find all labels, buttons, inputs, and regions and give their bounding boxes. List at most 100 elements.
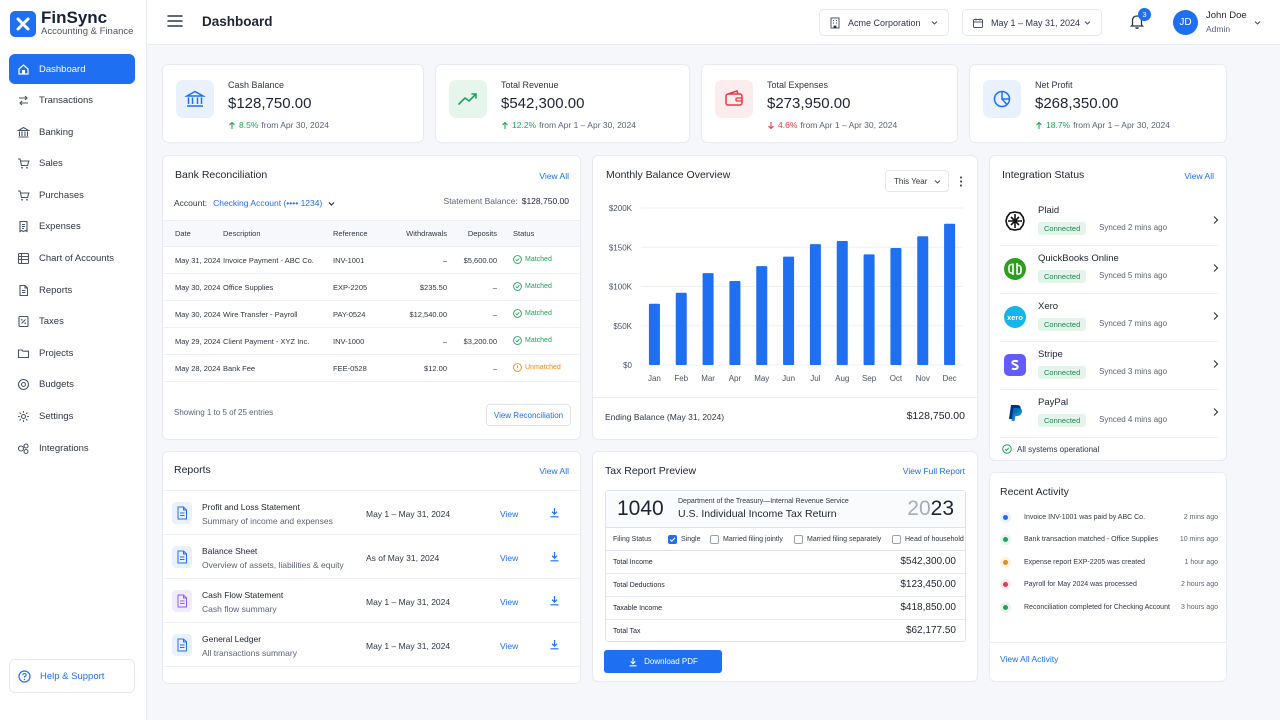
report-row[interactable]: Balance Sheet Overview of assets, liabili… (163, 535, 580, 579)
sidebar-item-projects[interactable]: Projects (9, 338, 135, 368)
table-row[interactable]: May 31, 2024 Invoice Payment - ABC Co. INV… (163, 246, 580, 274)
report-period: May 1 – May 31, 2024 (366, 509, 451, 519)
bar-aug[interactable] (836, 240, 848, 365)
menu-toggle-icon[interactable] (167, 14, 183, 28)
stat-card-net-profit[interactable]: Net Profit $268,350.00 18.7% from Apr 1 – A… (969, 64, 1227, 143)
user-role: Admin (1206, 24, 1231, 34)
filing-option-checkbox[interactable]: Married filing jointly (710, 535, 783, 544)
table-row[interactable]: May 30, 2024 Office Supplies EXP-2205 $235.… (163, 273, 580, 301)
report-row[interactable]: General Ledger All transactions summary Ma… (163, 623, 580, 667)
bar-jul[interactable] (809, 244, 821, 365)
period-select[interactable]: This Year (885, 170, 949, 192)
filing-option-checkbox[interactable]: Single (668, 535, 700, 544)
sidebar-item-purchases[interactable]: Purchases (9, 180, 135, 210)
integration-stripe[interactable]: Stripe Connected Synced 3 mins ago (1000, 342, 1219, 390)
download-icon[interactable] (549, 639, 560, 650)
chevron-right-icon[interactable] (1212, 407, 1219, 417)
sidebar-item-taxes[interactable]: Taxes (9, 307, 135, 337)
view-report-link[interactable]: View (500, 641, 519, 651)
stat-card-total-revenue[interactable]: Total Revenue $542,300.00 12.2% from Apr 1 … (435, 64, 690, 143)
sidebar-item-reports[interactable]: Reports (9, 275, 135, 305)
bar-nov[interactable] (917, 236, 929, 365)
connected-badge: Connected (1038, 222, 1087, 235)
table-row[interactable]: May 29, 2024 Client Payment - XYZ Inc. INV… (163, 327, 580, 355)
sidebar-item-expenses[interactable]: Expenses (9, 212, 135, 242)
filing-option-label: Head of household (905, 536, 964, 543)
view-report-link[interactable]: View (500, 553, 519, 563)
sidebar-item-label: Integrations (39, 442, 89, 454)
sidebar-item-banking[interactable]: Banking (9, 117, 135, 147)
stat-card-total-expenses[interactable]: Total Expenses $273,950.00 4.6% from Apr 1 … (701, 64, 958, 143)
help-support-button[interactable]: Help & Support (9, 659, 135, 693)
chevron-right-icon[interactable] (1212, 263, 1219, 273)
activity-item[interactable]: Reconciliation completed for Checking Ac… (1000, 596, 1218, 618)
view-report-link[interactable]: View (500, 509, 519, 519)
table-row[interactable]: May 30, 2024 Wire Transfer - Payroll PAY-0… (163, 300, 580, 328)
stat-value: $128,750.00 (228, 95, 312, 112)
sidebar-item-label: Sales (39, 158, 63, 170)
bar-oct[interactable] (890, 248, 902, 365)
download-icon[interactable] (549, 551, 560, 562)
download-pdf-button[interactable]: Download PDF (604, 650, 722, 673)
svg-text:xero: xero (1007, 313, 1023, 322)
activity-time: 2 hours ago (1181, 581, 1218, 588)
user-avatar[interactable]: JD (1173, 10, 1198, 35)
bar-sep[interactable] (863, 254, 875, 365)
integration-plaid[interactable]: Plaid Connected Synced 2 mins ago (1000, 198, 1219, 246)
sidebar-item-budgets[interactable]: Budgets (9, 370, 135, 400)
bar-mar[interactable] (702, 273, 714, 365)
sidebar-item-integrations[interactable]: Integrations (9, 433, 135, 463)
filing-option-checkbox[interactable]: Head of household (892, 535, 964, 544)
stat-card-cash-balance[interactable]: Cash Balance $128,750.00 8.5% from Apr 30, … (162, 64, 424, 143)
activity-item[interactable]: Expense report EXP-2205 was created 1 hou… (1000, 551, 1218, 573)
company-select[interactable]: Acme Corporation (819, 9, 949, 36)
filing-option-checkbox[interactable]: Married filing separately (794, 535, 881, 544)
activity-item[interactable]: Invoice INV-1001 was paid by ABC Co. 2 mi… (1000, 506, 1218, 528)
date-range-select[interactable]: May 1 – May 31, 2024 (962, 9, 1102, 36)
integration-xero[interactable]: xero Xero Connected Synced 7 mins ago (1000, 294, 1219, 342)
connected-badge: Connected (1038, 366, 1087, 379)
view-all-activity-link[interactable]: View All Activity (1000, 654, 1059, 664)
tax-row: Total Tax $62,177.50 (606, 620, 965, 643)
account-selector[interactable]: Account: Checking Account (•••• 1234) (174, 198, 336, 208)
table-row[interactable]: May 28, 2024 Bank Fee FEE-0528 $12.00– Unmat… (163, 354, 580, 382)
integration-paypal[interactable]: PayPal Connected Synced 4 mins ago (1000, 390, 1219, 438)
chevron-right-icon[interactable] (1212, 311, 1219, 321)
bar-jun[interactable] (783, 256, 795, 365)
report-description: Cash flow summary (202, 604, 277, 614)
sidebar-item-transactions[interactable]: Transactions (9, 86, 135, 116)
sidebar-nav: Dashboard Transactions Banking Sales Purchas… (9, 54, 135, 465)
reports-view-all-link[interactable]: View All (539, 466, 569, 476)
download-icon[interactable] (549, 507, 560, 518)
user-name[interactable]: John Doe (1206, 10, 1247, 21)
check-circle-icon (513, 335, 522, 345)
budget-icon (17, 378, 30, 391)
sidebar-item-dashboard[interactable]: Dashboard (9, 54, 135, 84)
sidebar-item-chart-of-accounts[interactable]: Chart of Accounts (9, 244, 135, 274)
bar-feb[interactable] (675, 292, 687, 365)
report-row[interactable]: Profit and Loss Statement Summary of inco… (163, 491, 580, 535)
integration-quickbooks-online[interactable]: QuickBooks Online Connected Synced 5 mins … (1000, 246, 1219, 294)
app-logo[interactable]: FinSync Accounting & Finance (10, 9, 133, 38)
bar-jan[interactable] (648, 303, 660, 365)
activity-item[interactable]: Bank transaction matched - Office Suppli… (1000, 529, 1218, 551)
sidebar-item-settings[interactable]: Settings (9, 402, 135, 432)
download-icon[interactable] (549, 595, 560, 606)
chevron-right-icon[interactable] (1212, 359, 1219, 369)
view-full-report-link[interactable]: View Full Report (902, 466, 965, 476)
report-row[interactable]: Cash Flow Statement Cash flow summary May … (163, 579, 580, 623)
view-reconciliation-button[interactable]: View Reconciliation (486, 404, 571, 426)
user-menu-chevron-icon[interactable] (1253, 18, 1262, 27)
sidebar-item-sales[interactable]: Sales (9, 149, 135, 179)
more-options-icon[interactable] (959, 176, 963, 187)
bar-may[interactable] (756, 266, 768, 365)
reconciliation-view-all-link[interactable]: View All (539, 171, 569, 181)
bar-apr[interactable] (729, 281, 741, 365)
activity-item[interactable]: Payroll for May 2024 was processed 2 hour… (1000, 574, 1218, 596)
chevron-right-icon[interactable] (1212, 215, 1219, 225)
stat-change-pct: 12.2% (512, 120, 537, 130)
bar-dec[interactable] (944, 223, 956, 365)
stat-label: Total Revenue (501, 80, 559, 90)
integrations-view-all-link[interactable]: View All (1184, 171, 1214, 181)
view-report-link[interactable]: View (500, 597, 519, 607)
